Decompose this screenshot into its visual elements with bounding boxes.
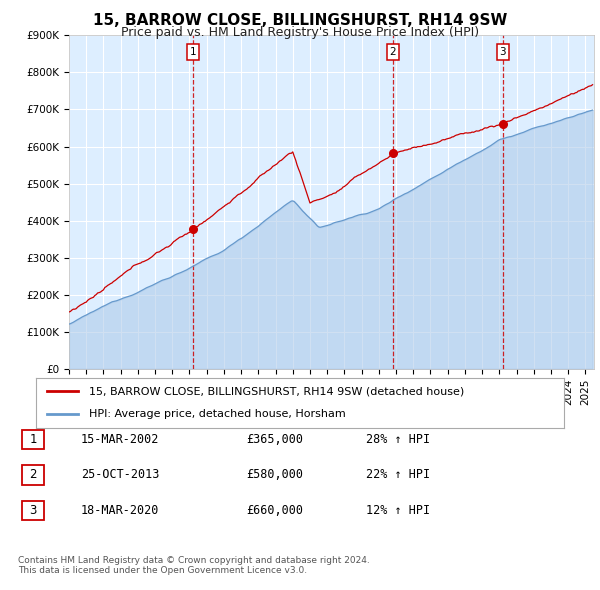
Text: £660,000: £660,000 — [246, 504, 303, 517]
Text: £365,000: £365,000 — [246, 433, 303, 446]
Text: 3: 3 — [29, 504, 37, 517]
Text: 3: 3 — [500, 47, 506, 57]
FancyBboxPatch shape — [22, 430, 44, 450]
Text: 1: 1 — [190, 47, 196, 57]
Text: 2: 2 — [389, 47, 396, 57]
Text: 22% ↑ HPI: 22% ↑ HPI — [366, 468, 430, 481]
FancyBboxPatch shape — [22, 465, 44, 485]
Text: 15, BARROW CLOSE, BILLINGSHURST, RH14 9SW: 15, BARROW CLOSE, BILLINGSHURST, RH14 9S… — [93, 13, 507, 28]
Text: 25-OCT-2013: 25-OCT-2013 — [81, 468, 160, 481]
Text: 18-MAR-2020: 18-MAR-2020 — [81, 504, 160, 517]
Text: £580,000: £580,000 — [246, 468, 303, 481]
Text: Price paid vs. HM Land Registry's House Price Index (HPI): Price paid vs. HM Land Registry's House … — [121, 26, 479, 39]
Text: 15-MAR-2002: 15-MAR-2002 — [81, 433, 160, 446]
Text: 2: 2 — [29, 468, 37, 481]
Text: 1: 1 — [29, 433, 37, 446]
Text: HPI: Average price, detached house, Horsham: HPI: Average price, detached house, Hors… — [89, 409, 346, 419]
Text: 12% ↑ HPI: 12% ↑ HPI — [366, 504, 430, 517]
Text: Contains HM Land Registry data © Crown copyright and database right 2024.
This d: Contains HM Land Registry data © Crown c… — [18, 556, 370, 575]
Text: 15, BARROW CLOSE, BILLINGSHURST, RH14 9SW (detached house): 15, BARROW CLOSE, BILLINGSHURST, RH14 9S… — [89, 386, 464, 396]
FancyBboxPatch shape — [22, 500, 44, 520]
Text: 28% ↑ HPI: 28% ↑ HPI — [366, 433, 430, 446]
